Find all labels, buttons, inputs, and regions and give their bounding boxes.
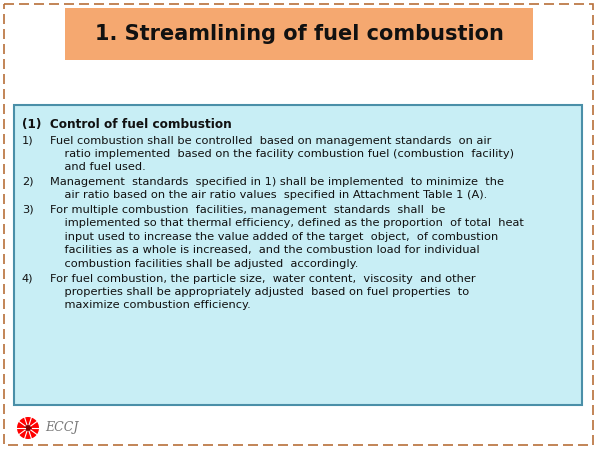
Text: For fuel combustion, the particle size,  water content,  viscosity  and other: For fuel combustion, the particle size, …: [50, 273, 476, 283]
Circle shape: [17, 417, 39, 439]
Text: (1)  Control of fuel combustion: (1) Control of fuel combustion: [22, 118, 232, 131]
Circle shape: [24, 424, 32, 431]
Text: ratio implemented  based on the facility combustion fuel (combustion  facility): ratio implemented based on the facility …: [50, 149, 514, 159]
Text: Management  standards  specified in 1) shall be implemented  to minimize  the: Management standards specified in 1) sha…: [50, 177, 504, 187]
Text: properties shall be appropriately adjusted  based on fuel properties  to: properties shall be appropriately adjust…: [50, 287, 469, 297]
Text: input used to increase the value added of the target  object,  of combustion: input used to increase the value added o…: [50, 232, 498, 242]
Text: 1): 1): [22, 136, 33, 145]
Text: and fuel used.: and fuel used.: [50, 163, 146, 172]
Text: facilities as a whole is increased,  and the combustion load for individual: facilities as a whole is increased, and …: [50, 246, 479, 255]
Text: ECCJ: ECCJ: [45, 422, 78, 435]
Text: 1. Streamlining of fuel combustion: 1. Streamlining of fuel combustion: [94, 24, 503, 44]
Text: maximize combustion efficiency.: maximize combustion efficiency.: [50, 300, 251, 311]
Text: For multiple combustion  facilities, management  standards  shall  be: For multiple combustion facilities, mana…: [50, 205, 445, 215]
Text: combustion facilities shall be adjusted  accordingly.: combustion facilities shall be adjusted …: [50, 259, 358, 269]
Text: 3): 3): [22, 205, 33, 215]
Text: Fuel combustion shall be controlled  based on management standards  on air: Fuel combustion shall be controlled base…: [50, 136, 491, 145]
Text: air ratio based on the air ratio values  specified in Attachment Table 1 (A).: air ratio based on the air ratio values …: [50, 190, 487, 201]
Bar: [65, 8, 533, 60]
Text: implemented so that thermal efficiency, defined as the proportion  of total  hea: implemented so that thermal efficiency, …: [50, 219, 524, 229]
Text: 4): 4): [22, 273, 33, 283]
Text: 2): 2): [22, 177, 33, 187]
Bar: [14, 105, 582, 405]
